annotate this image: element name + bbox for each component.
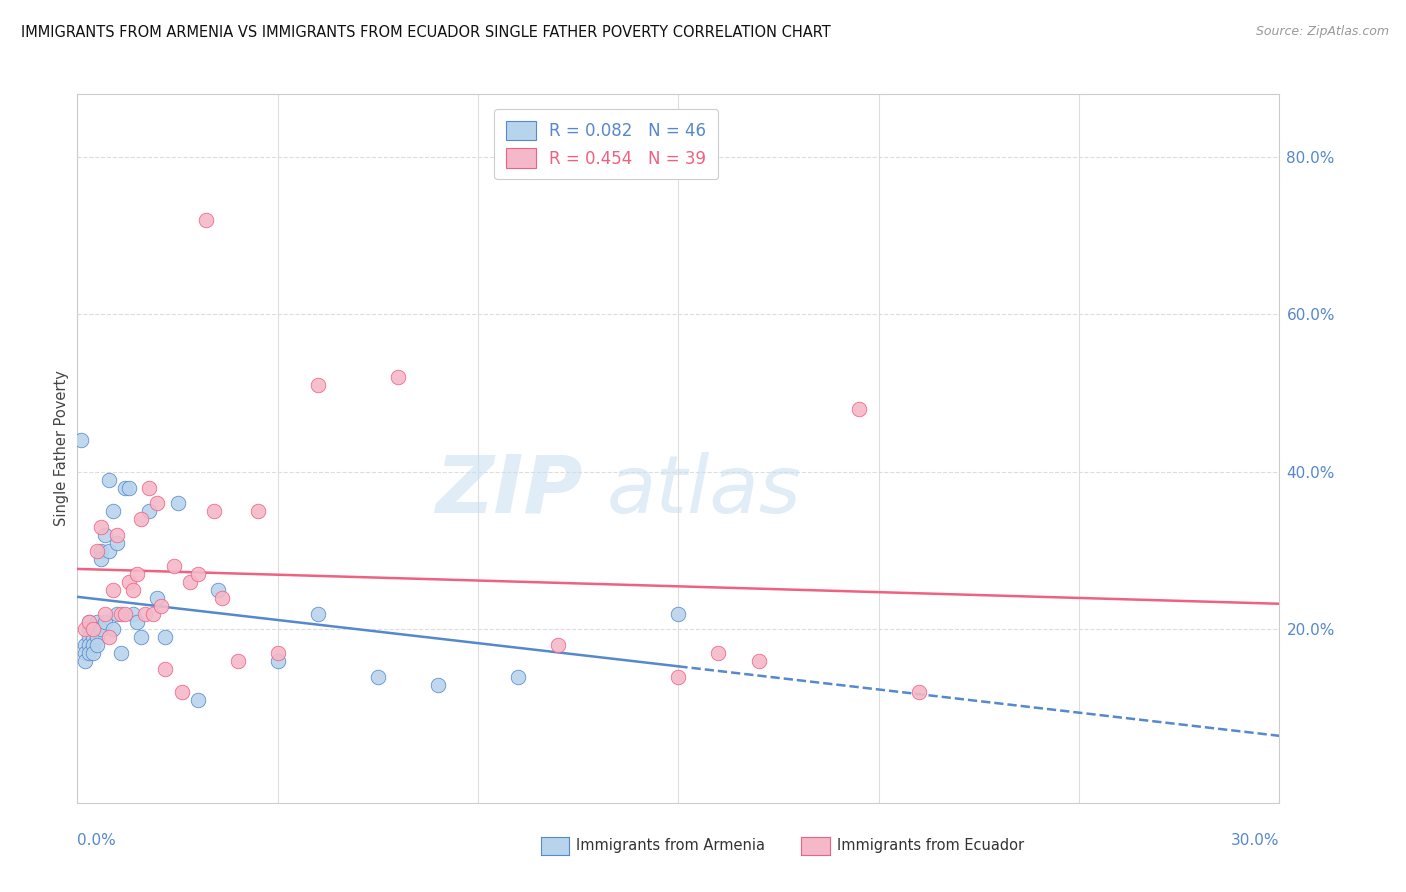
Point [131, 630, 153, 644]
Point [90, 543, 112, 558]
Point [427, 678, 450, 692]
Point [187, 693, 209, 707]
Point [82, 623, 104, 637]
Point [79, 615, 101, 629]
Point [150, 599, 173, 613]
Point [267, 654, 290, 668]
Point [118, 481, 141, 495]
Point [98, 543, 121, 558]
Point [86, 623, 108, 637]
Point [146, 496, 169, 510]
Point [194, 212, 217, 227]
Point [98, 630, 121, 644]
Point [114, 607, 136, 621]
Point [118, 575, 141, 590]
Point [90, 623, 112, 637]
Point [86, 630, 108, 644]
Point [86, 638, 108, 652]
Point [134, 607, 156, 621]
Point [146, 591, 169, 605]
Point [103, 504, 125, 518]
Text: Source: ZipAtlas.com: Source: ZipAtlas.com [1256, 25, 1389, 38]
Point [138, 504, 160, 518]
Point [138, 481, 160, 495]
Point [166, 496, 188, 510]
Point [79, 630, 101, 644]
Text: Immigrants from Armenia: Immigrants from Armenia [576, 838, 765, 853]
Point [79, 623, 101, 637]
Point [707, 646, 730, 660]
Point [155, 630, 177, 644]
Point [367, 670, 389, 684]
Point [82, 623, 104, 637]
Point [70, 434, 93, 448]
Point [226, 654, 249, 668]
Point [107, 607, 129, 621]
Point [508, 670, 530, 684]
Text: 30.0%: 30.0% [1232, 833, 1279, 847]
Point [307, 607, 329, 621]
Point [110, 646, 132, 660]
Point [547, 638, 569, 652]
Point [110, 607, 132, 621]
Point [748, 654, 770, 668]
Point [187, 567, 209, 582]
Point [94, 528, 117, 542]
Text: 0.0%: 0.0% [77, 833, 117, 847]
Y-axis label: Single Father Poverty: Single Father Poverty [53, 370, 69, 526]
Point [114, 481, 136, 495]
Point [122, 607, 145, 621]
Point [211, 591, 233, 605]
Point [79, 646, 101, 660]
Point [668, 607, 690, 621]
Point [668, 670, 690, 684]
Point [86, 615, 108, 629]
Legend: R = 0.082   N = 46, R = 0.454   N = 39: R = 0.082 N = 46, R = 0.454 N = 39 [495, 109, 718, 179]
Point [127, 567, 149, 582]
Point [98, 473, 121, 487]
Point [170, 685, 193, 699]
Point [107, 535, 129, 549]
Point [94, 607, 117, 621]
Point [94, 615, 117, 629]
Point [90, 551, 112, 566]
Point [82, 646, 104, 660]
Text: Immigrants from Ecuador: Immigrants from Ecuador [837, 838, 1024, 853]
Point [90, 520, 112, 534]
Point [107, 528, 129, 542]
Point [75, 654, 97, 668]
Point [307, 378, 329, 392]
Text: atlas: atlas [606, 451, 801, 530]
Point [179, 575, 201, 590]
Point [82, 630, 104, 644]
Point [142, 607, 165, 621]
Point [848, 401, 870, 416]
Point [127, 615, 149, 629]
Point [387, 370, 409, 384]
Point [82, 638, 104, 652]
Point [122, 583, 145, 598]
Point [103, 583, 125, 598]
Point [131, 512, 153, 526]
Point [162, 559, 184, 574]
Point [155, 662, 177, 676]
Text: ZIP: ZIP [434, 451, 582, 530]
Point [75, 623, 97, 637]
Text: IMMIGRANTS FROM ARMENIA VS IMMIGRANTS FROM ECUADOR SINGLE FATHER POVERTY CORRELA: IMMIGRANTS FROM ARMENIA VS IMMIGRANTS FR… [21, 25, 831, 40]
Point [246, 504, 269, 518]
Point [79, 615, 101, 629]
Point [103, 623, 125, 637]
Point [207, 583, 229, 598]
Point [908, 685, 931, 699]
Point [267, 646, 290, 660]
Point [79, 638, 101, 652]
Point [75, 638, 97, 652]
Point [86, 543, 108, 558]
Point [202, 504, 225, 518]
Point [75, 646, 97, 660]
